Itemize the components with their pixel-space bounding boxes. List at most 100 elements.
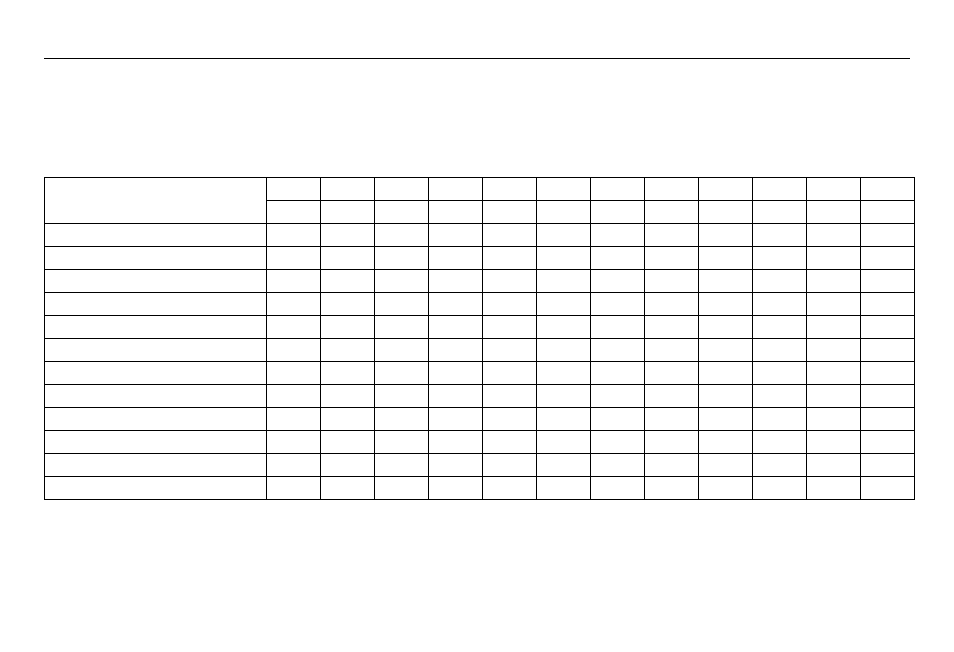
- data-cell: [699, 339, 753, 362]
- column-header: [591, 178, 645, 201]
- data-cell: [429, 247, 483, 270]
- data-cell: [645, 247, 699, 270]
- data-cell: [267, 293, 321, 316]
- data-cell: [645, 316, 699, 339]
- data-cell: [537, 477, 591, 500]
- data-cell: [267, 224, 321, 247]
- table-row: [45, 431, 915, 454]
- data-cell: [429, 477, 483, 500]
- data-cell: [861, 270, 915, 293]
- column-header: [483, 178, 537, 201]
- data-cell: [375, 293, 429, 316]
- data-cell: [537, 316, 591, 339]
- data-cell: [645, 224, 699, 247]
- row-label-cell: [45, 293, 267, 316]
- data-cell: [861, 454, 915, 477]
- data-cell: [375, 247, 429, 270]
- data-cell: [591, 431, 645, 454]
- data-cell: [753, 477, 807, 500]
- row-label-cell: [45, 408, 267, 431]
- data-cell: [753, 293, 807, 316]
- row-label-header: [45, 178, 267, 224]
- data-cell: [807, 454, 861, 477]
- data-cell: [591, 270, 645, 293]
- data-cell: [537, 293, 591, 316]
- data-cell: [429, 224, 483, 247]
- data-cell: [375, 339, 429, 362]
- data-cell: [753, 385, 807, 408]
- data-cell: [753, 224, 807, 247]
- data-cell: [537, 224, 591, 247]
- data-cell: [807, 316, 861, 339]
- table-row: [45, 385, 915, 408]
- data-cell: [807, 224, 861, 247]
- data-cell: [537, 362, 591, 385]
- data-cell: [645, 362, 699, 385]
- table-row: [45, 224, 915, 247]
- table-row: [45, 454, 915, 477]
- data-cell: [375, 316, 429, 339]
- data-cell: [645, 339, 699, 362]
- column-subheader: [321, 201, 375, 224]
- data-cell: [267, 247, 321, 270]
- data-cell: [267, 316, 321, 339]
- data-cell: [591, 316, 645, 339]
- page: [0, 0, 954, 652]
- data-cell: [321, 339, 375, 362]
- data-cell: [591, 385, 645, 408]
- data-cell: [645, 270, 699, 293]
- data-cell: [537, 270, 591, 293]
- data-cell: [591, 247, 645, 270]
- data-cell: [537, 454, 591, 477]
- data-cell: [429, 316, 483, 339]
- data-cell: [321, 247, 375, 270]
- row-label-cell: [45, 224, 267, 247]
- data-cell: [321, 316, 375, 339]
- row-label-cell: [45, 270, 267, 293]
- column-subheader: [267, 201, 321, 224]
- column-subheader: [483, 201, 537, 224]
- data-cell: [591, 293, 645, 316]
- data-cell: [753, 431, 807, 454]
- data-cell: [861, 385, 915, 408]
- column-subheader: [591, 201, 645, 224]
- data-cell: [483, 362, 537, 385]
- data-cell: [321, 362, 375, 385]
- data-cell: [537, 247, 591, 270]
- data-cell: [645, 385, 699, 408]
- row-label-cell: [45, 316, 267, 339]
- column-header: [753, 178, 807, 201]
- data-cell: [267, 270, 321, 293]
- data-cell: [753, 362, 807, 385]
- column-header: [807, 178, 861, 201]
- data-cell: [321, 431, 375, 454]
- table-row: [45, 316, 915, 339]
- data-cell: [537, 431, 591, 454]
- data-cell: [645, 293, 699, 316]
- data-cell: [537, 408, 591, 431]
- table-row: [45, 362, 915, 385]
- data-cell: [375, 408, 429, 431]
- column-subheader: [861, 201, 915, 224]
- data-cell: [321, 385, 375, 408]
- data-cell: [321, 477, 375, 500]
- data-cell: [321, 270, 375, 293]
- table-row: [45, 270, 915, 293]
- horizontal-rule: [44, 58, 910, 59]
- data-cell: [429, 293, 483, 316]
- data-cell: [807, 339, 861, 362]
- data-cell: [591, 454, 645, 477]
- data-cell: [537, 385, 591, 408]
- data-cell: [807, 362, 861, 385]
- data-cell: [483, 385, 537, 408]
- column-subheader: [699, 201, 753, 224]
- data-cell: [807, 247, 861, 270]
- row-label-cell: [45, 454, 267, 477]
- data-cell: [753, 408, 807, 431]
- data-cell: [699, 247, 753, 270]
- column-subheader: [645, 201, 699, 224]
- data-cell: [591, 408, 645, 431]
- data-cell: [699, 385, 753, 408]
- data-cell: [375, 431, 429, 454]
- data-cell: [267, 408, 321, 431]
